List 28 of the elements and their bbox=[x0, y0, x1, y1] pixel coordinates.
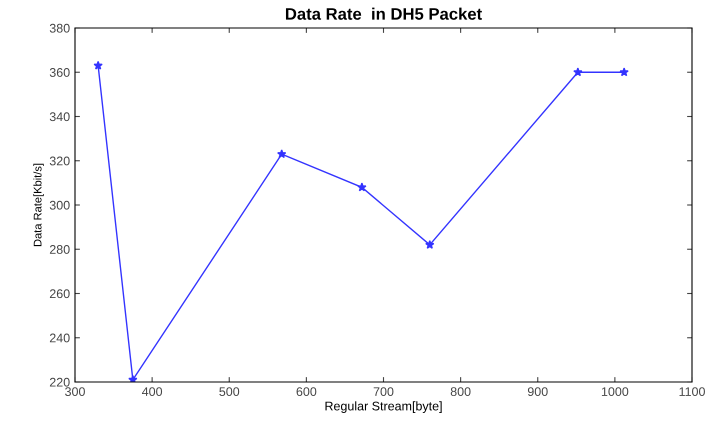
x-tick-label: 500 bbox=[219, 387, 240, 396]
y-tick-label: 380 bbox=[50, 24, 70, 33]
chart-title: Data Rate in DH5 Packet bbox=[286, 8, 482, 20]
point bbox=[573, 67, 583, 76]
x-tick-label: 600 bbox=[296, 387, 316, 396]
x-axis-title: Regular Stream[byte] bbox=[325, 401, 442, 413]
y-tick-label: 320 bbox=[50, 156, 70, 166]
x-tick-label: 700 bbox=[374, 387, 394, 396]
point bbox=[93, 60, 103, 70]
point bbox=[277, 149, 286, 158]
point bbox=[619, 67, 629, 76]
x-tick-label: 1100 bbox=[680, 387, 705, 396]
y-axis-title: Data Rate[Kbit/s] bbox=[33, 164, 44, 246]
x-tick-label: 900 bbox=[528, 387, 548, 396]
y-tick-label: 300 bbox=[50, 200, 70, 210]
x-tick-label: 1000 bbox=[602, 387, 628, 396]
point bbox=[425, 240, 434, 249]
y-tick-label: 360 bbox=[50, 68, 70, 77]
y-tick-label: 240 bbox=[50, 334, 70, 342]
y-tick-label: 260 bbox=[50, 289, 70, 298]
point bbox=[128, 374, 138, 382]
point bbox=[357, 182, 367, 192]
y-tick-label: 220 bbox=[50, 378, 70, 387]
x-tick-label: 800 bbox=[450, 387, 471, 396]
y-tick-label: 280 bbox=[50, 245, 70, 254]
y-tick-label: 340 bbox=[50, 112, 70, 122]
x-tick-label: 300 bbox=[65, 387, 85, 396]
x-tick-label: 400 bbox=[142, 387, 162, 396]
